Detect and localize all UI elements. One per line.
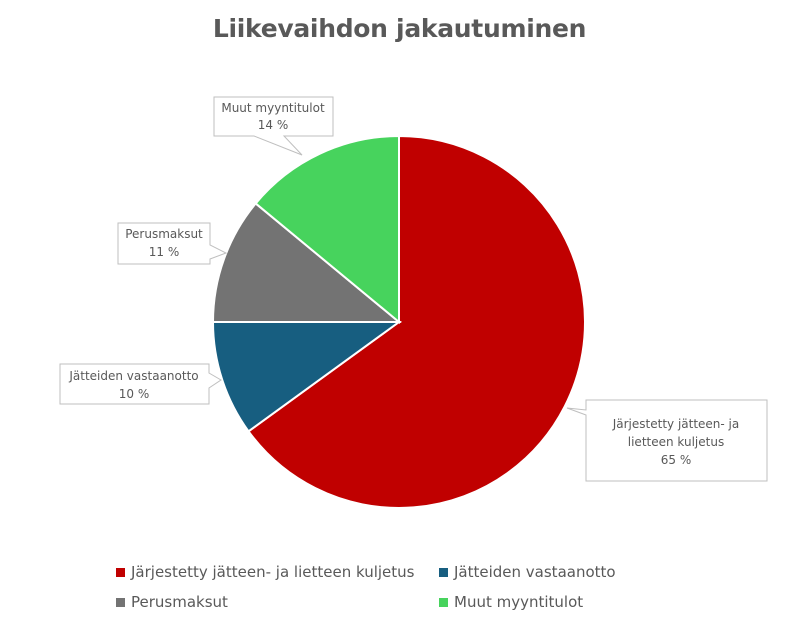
pie-slice-0 — [247, 134, 586, 509]
pie-slice-2 — [211, 202, 402, 323]
callout-jatteiden-vastaanotto: Jätteiden vastaanotto 10 % — [59, 363, 222, 405]
svg-text:Perusmaksut: Perusmaksut — [125, 227, 203, 241]
svg-text:lietteen kuljetus: lietteen kuljetus — [628, 435, 724, 449]
pie-slices — [211, 134, 586, 509]
svg-text:Järjestetty jätteen- ja: Järjestetty jätteen- ja — [612, 417, 740, 431]
callout-jarjestetty-kuljetus: Järjestetty jätteen- ja lietteen kuljetu… — [566, 399, 768, 482]
legend-label: Jätteiden vastaanotto — [454, 563, 616, 581]
svg-text:14 %: 14 % — [258, 118, 289, 132]
svg-text:Muut myyntitulot: Muut myyntitulot — [221, 101, 325, 115]
legend-item-perusmaksut: Perusmaksut — [116, 593, 228, 611]
pie-slice-1 — [211, 321, 403, 433]
legend-label: Muut myyntitulot — [454, 593, 584, 611]
svg-text:65 %: 65 % — [661, 453, 692, 467]
pie-slice-3 — [254, 134, 400, 325]
legend-label: Järjestetty jätteen- ja lietteen kuljetu… — [131, 563, 415, 581]
legend-item-jarjestetty-kuljetus: Järjestetty jätteen- ja lietteen kuljetu… — [116, 563, 414, 581]
legend-swatch-red — [116, 567, 125, 577]
legend-swatch-blue — [439, 567, 448, 577]
legend-swatch-green — [439, 597, 448, 607]
legend-item-jatteiden-vastaanotto: Jätteiden vastaanotto — [439, 563, 616, 581]
legend-swatch-gray — [116, 597, 125, 607]
svg-text:Jätteiden vastaanotto: Jätteiden vastaanotto — [68, 369, 198, 383]
callout-perusmaksut: Perusmaksut 11 % — [117, 222, 228, 265]
chart-title: Liikevaihdon jakautuminen — [212, 14, 587, 43]
svg-text:11 %: 11 % — [149, 245, 180, 259]
legend-item-muut-myyntitulot: Muut myyntitulot — [439, 593, 583, 611]
callout-muut-myyntitulot: Muut myyntitulot 14 % — [213, 96, 334, 156]
legend-label: Perusmaksut — [131, 593, 228, 611]
svg-text:10 %: 10 % — [119, 387, 150, 401]
